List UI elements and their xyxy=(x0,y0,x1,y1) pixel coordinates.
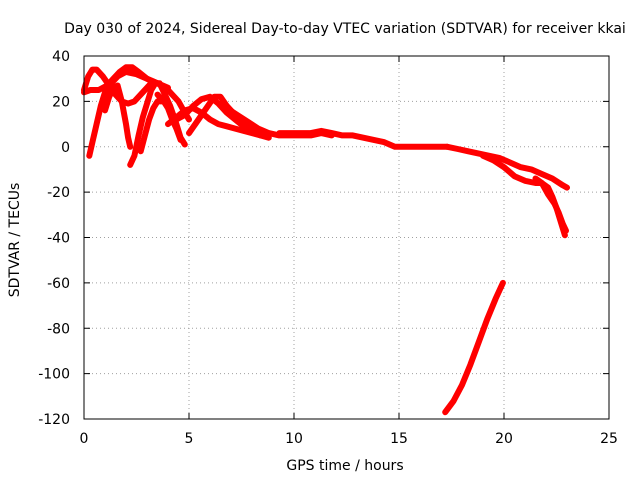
data-series xyxy=(81,64,570,416)
y-tick-label: -120 xyxy=(38,412,70,428)
series-arc-c xyxy=(86,68,171,159)
series-arc-k xyxy=(276,127,451,150)
x-axis-label: GPS time / hours xyxy=(286,458,403,474)
x-tick-label: 0 xyxy=(80,431,89,447)
y-tick-label: -60 xyxy=(47,276,70,292)
series-arc-l xyxy=(444,143,570,191)
x-tick-label: 15 xyxy=(390,431,408,447)
axis-ticks: 0 5 10 15 20 25 -120 -100 -80 -60 -40 -20 0 20 40 xyxy=(38,49,618,447)
x-tick-label: 5 xyxy=(185,431,194,447)
plot-frame xyxy=(83,55,610,420)
series-arc-d xyxy=(102,82,134,150)
x-tick-label: 25 xyxy=(600,431,618,447)
x-tick-label: 10 xyxy=(285,431,303,447)
series-arc-n xyxy=(532,175,569,234)
y-tick-label: 20 xyxy=(52,94,70,110)
y-tick-label: -40 xyxy=(47,231,70,247)
y-axis-label: SDTVAR / TECUs xyxy=(7,183,23,298)
x-tick-label: 20 xyxy=(495,431,513,447)
chart-title: Day 030 of 2024, Sidereal Day-to-day VTE… xyxy=(64,21,626,37)
y-tick-label: -80 xyxy=(47,321,70,337)
y-tick-label: -100 xyxy=(38,367,70,383)
y-tick-label: 0 xyxy=(61,140,70,156)
series-arc-i xyxy=(186,93,272,141)
y-tick-label: 40 xyxy=(52,49,70,65)
series-arc-b xyxy=(81,64,192,123)
series-arc-o xyxy=(442,279,506,416)
y-tick-label: -20 xyxy=(47,185,70,201)
